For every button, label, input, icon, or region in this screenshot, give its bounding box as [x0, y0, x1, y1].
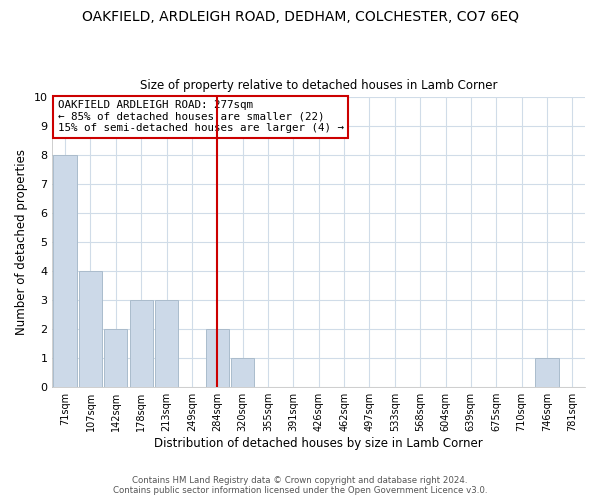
- Bar: [155, 300, 178, 387]
- Text: Contains HM Land Registry data © Crown copyright and database right 2024.
Contai: Contains HM Land Registry data © Crown c…: [113, 476, 487, 495]
- X-axis label: Distribution of detached houses by size in Lamb Corner: Distribution of detached houses by size …: [154, 437, 483, 450]
- Text: OAKFIELD ARDLEIGH ROAD: 277sqm
← 85% of detached houses are smaller (22)
15% of : OAKFIELD ARDLEIGH ROAD: 277sqm ← 85% of …: [58, 100, 344, 134]
- Bar: [79, 272, 102, 387]
- Bar: [104, 329, 127, 387]
- Y-axis label: Number of detached properties: Number of detached properties: [15, 150, 28, 336]
- Bar: [130, 300, 153, 387]
- Bar: [535, 358, 559, 387]
- Bar: [206, 329, 229, 387]
- Bar: [231, 358, 254, 387]
- Text: OAKFIELD, ARDLEIGH ROAD, DEDHAM, COLCHESTER, CO7 6EQ: OAKFIELD, ARDLEIGH ROAD, DEDHAM, COLCHES…: [82, 10, 518, 24]
- Title: Size of property relative to detached houses in Lamb Corner: Size of property relative to detached ho…: [140, 79, 497, 92]
- Bar: [53, 156, 77, 387]
